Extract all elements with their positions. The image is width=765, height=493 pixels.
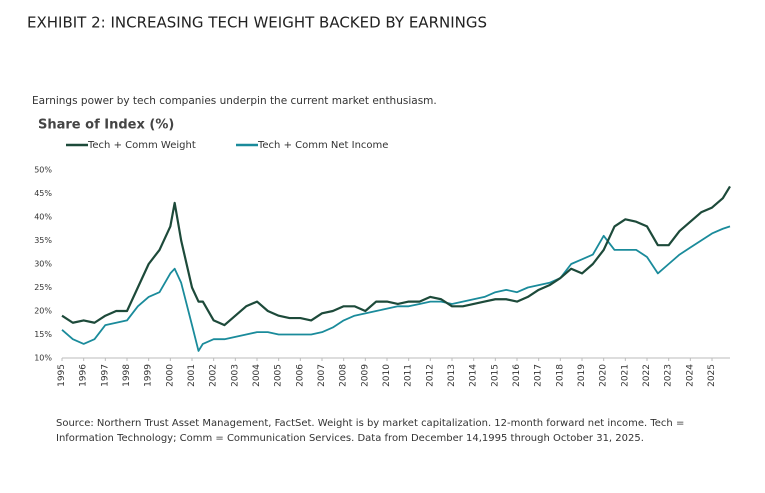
x-tick-label: 2001 (187, 364, 197, 387)
x-tick-label: 2002 (209, 364, 219, 387)
x-tick-label: 2003 (230, 364, 240, 387)
y-tick-label: 50% (34, 166, 52, 175)
x-tick-label: 2013 (447, 364, 457, 387)
x-tick-label: 2020 (599, 364, 609, 387)
y-tick-label: 45% (34, 189, 52, 198)
source-note: Source: Northern Trust Asset Management,… (56, 418, 684, 429)
x-tick-label: 2011 (404, 364, 414, 387)
x-tick-label: 2017 (534, 364, 544, 387)
x-tick-label: 1995 (57, 364, 67, 387)
source-note: Information Technology; Comm = Communica… (56, 433, 644, 444)
legend-label: Tech + Comm Weight (87, 140, 196, 151)
x-tick-label: 2024 (685, 364, 695, 387)
x-tick-label: 2005 (274, 364, 284, 387)
x-tick-label: 2022 (642, 364, 652, 387)
y-tick-label: 40% (34, 213, 52, 222)
y-tick-label: 25% (34, 283, 52, 292)
x-tick-label: 2012 (425, 364, 435, 387)
y-tick-label: 35% (34, 236, 52, 245)
x-tick-label: 2009 (360, 364, 370, 387)
x-tick-label: 2025 (707, 364, 717, 387)
x-tick-label: 2004 (252, 364, 262, 387)
y-axis-title: Share of Index (%) (38, 118, 174, 133)
x-tick-label: 1997 (100, 364, 110, 387)
x-tick-label: 2019 (577, 364, 587, 387)
y-tick-label: 15% (34, 330, 52, 339)
x-tick-label: 1996 (79, 364, 89, 387)
x-tick-label: 2023 (664, 364, 674, 387)
y-tick-label: 30% (34, 260, 52, 269)
chart-title: EXHIBIT 2: INCREASING TECH WEIGHT BACKED… (27, 14, 487, 32)
x-tick-label: 2018 (555, 364, 565, 387)
y-tick-label: 10% (34, 354, 52, 363)
x-tick-label: 2000 (165, 364, 175, 387)
x-tick-label: 1999 (144, 364, 154, 387)
x-tick-label: 2021 (620, 364, 630, 387)
x-tick-label: 2016 (512, 364, 522, 387)
legend-label: Tech + Comm Net Income (257, 140, 388, 151)
x-tick-label: 2010 (382, 364, 392, 387)
x-tick-label: 2008 (339, 364, 349, 387)
x-tick-label: 2007 (317, 364, 327, 387)
series-line (61, 185, 731, 327)
chart-subtitle: Earnings power by tech companies underpi… (32, 95, 437, 107)
x-tick-label: 2006 (295, 364, 305, 387)
y-tick-label: 20% (34, 307, 52, 316)
x-tick-label: 2015 (490, 364, 500, 387)
x-tick-label: 1998 (122, 364, 132, 387)
series-line (61, 225, 731, 352)
x-tick-label: 2014 (469, 364, 479, 387)
